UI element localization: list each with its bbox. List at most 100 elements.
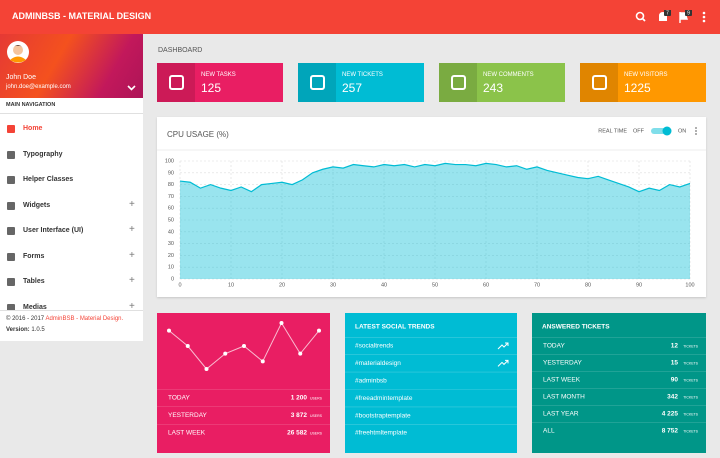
x-tick-label: 50 (432, 282, 438, 288)
x-tick-label: 0 (178, 282, 181, 288)
menu-icon (7, 201, 15, 210)
menu-item[interactable]: Forms + (0, 247, 143, 269)
visitors-card: TODAY USERS 1 200 YESTERDAY USERS 3 872 LAST W… (157, 313, 330, 453)
sparkline-point (223, 351, 228, 356)
row-label: TODAY (543, 343, 565, 350)
sparkline-point (298, 351, 303, 356)
info-icon-area (157, 63, 195, 102)
cpu-area (180, 163, 690, 279)
row-value: 12 (671, 343, 679, 350)
row-label: YESTERDAY (168, 412, 208, 419)
row-label: YESTERDAY (543, 360, 583, 367)
realtime-toggle[interactable] (651, 126, 672, 136)
user-info: John Doe john.doe@example.com (0, 34, 143, 98)
menu-item[interactable]: Home (0, 119, 143, 141)
menu-label: Forms (23, 252, 45, 260)
version-label: Version: (6, 327, 30, 333)
y-tick-label: 80 (168, 182, 174, 188)
info-title: NEW TASKS (201, 72, 236, 78)
menu-item[interactable]: User Interface (UI) + (0, 221, 143, 243)
expand-icon: + (129, 275, 135, 286)
sparkline-point (279, 321, 284, 325)
row-unit: TICKETS (683, 344, 698, 348)
menu-item[interactable]: Typography (0, 145, 143, 167)
social-tag[interactable]: #freeadmintemplate (355, 395, 413, 402)
menu-icon (7, 176, 15, 184)
more-icon[interactable] (702, 11, 706, 23)
info-value: 125 (201, 81, 222, 95)
menu-label: Typography (23, 150, 63, 158)
row-unit: USERS (310, 414, 323, 418)
info-icon (451, 75, 466, 90)
info-box[interactable]: NEW TASKS 125 (157, 63, 283, 102)
social-tag[interactable]: #freehtmltemplate (355, 430, 407, 437)
row-value: 1 200 (291, 395, 308, 402)
row-unit: USERS (310, 396, 323, 400)
card-title: ANSWERED TICKETS (542, 324, 610, 331)
menu-label: Home (23, 125, 43, 132)
user-menu-toggle[interactable] (127, 85, 136, 91)
notifications-icon[interactable] (659, 10, 671, 21)
menu-item[interactable]: Helper Classes (0, 170, 143, 192)
row-unit: TICKETS (683, 361, 698, 365)
info-title: NEW VISITORS (624, 72, 668, 78)
row-value: 26 582 (287, 430, 307, 437)
app-title[interactable]: ADMINBSB - MATERIAL DESIGN (12, 11, 152, 21)
row-label: LAST YEAR (543, 411, 579, 418)
x-tick-label: 60 (483, 282, 489, 288)
expand-icon: + (129, 249, 135, 261)
menu-item[interactable]: Medias + (0, 298, 143, 320)
avatar[interactable] (7, 41, 29, 63)
tasks-icon[interactable] (679, 10, 692, 23)
menu-item[interactable]: Widgets + (0, 196, 143, 218)
info-icon (592, 75, 607, 90)
menu-icon (7, 227, 15, 235)
info-box[interactable]: NEW COMMENTS 243 (439, 63, 565, 102)
brand-link[interactable]: AdminBSB - Material Design. (45, 316, 124, 322)
sparkline-point (204, 367, 209, 371)
info-value: 1225 (624, 81, 651, 95)
sparkline-point (167, 328, 171, 333)
y-tick-label: 0 (171, 276, 174, 282)
row-value: 342 (667, 394, 678, 401)
row-unit: TICKETS (683, 429, 698, 433)
y-tick-label: 90 (168, 170, 174, 176)
social-card: LATEST SOCIAL TRENDS #socialtrends #materi… (345, 313, 517, 453)
search-icon[interactable] (635, 11, 646, 22)
info-title: NEW TICKETS (342, 72, 383, 78)
info-icon (169, 75, 184, 90)
top-icons: 7 9 (635, 10, 706, 23)
copyright: © 2016 - 2017 (6, 316, 45, 322)
menu-label: Helper Classes (23, 176, 74, 183)
menu-label: Medias (23, 303, 47, 311)
social-tag[interactable]: #socialtrends (355, 343, 394, 350)
x-tick-label: 40 (381, 282, 387, 288)
x-tick-label: 20 (279, 282, 285, 288)
row-value: 3 872 (291, 412, 308, 419)
x-tick-label: 70 (534, 282, 540, 288)
x-tick-label: 30 (330, 282, 336, 288)
menu-icon (7, 252, 15, 261)
info-icon-area (439, 63, 477, 102)
info-icon (310, 75, 325, 90)
row-value: 4 225 (662, 411, 679, 418)
cpu-card: CPU USAGE (%) REAL TIME OFF ON 0 10 20 30 40… (157, 117, 706, 297)
row-unit: TICKETS (683, 395, 698, 399)
info-box[interactable]: NEW TICKETS 257 (298, 63, 424, 102)
row-unit: USERS (310, 431, 323, 435)
off-label: OFF (633, 128, 645, 134)
menu-item[interactable]: Tables + (0, 272, 143, 294)
row-value: 90 (671, 377, 679, 384)
social-tag[interactable]: #bootstraptemplate (355, 412, 411, 419)
sidebar: John Doe john.doe@example.com MAIN NAVIG… (0, 34, 143, 340)
card-menu[interactable] (695, 127, 697, 135)
menu-label: Widgets (23, 201, 51, 209)
row-label: LAST MONTH (543, 394, 585, 401)
info-box[interactable]: NEW VISITORS 1225 (580, 63, 706, 102)
social-tag[interactable]: #materialdesign (355, 360, 401, 367)
social-list: LATEST SOCIAL TRENDS #socialtrends #materi… (345, 324, 517, 437)
social-tag[interactable]: #adminbsb (355, 378, 387, 385)
sparkline-point (185, 344, 190, 348)
